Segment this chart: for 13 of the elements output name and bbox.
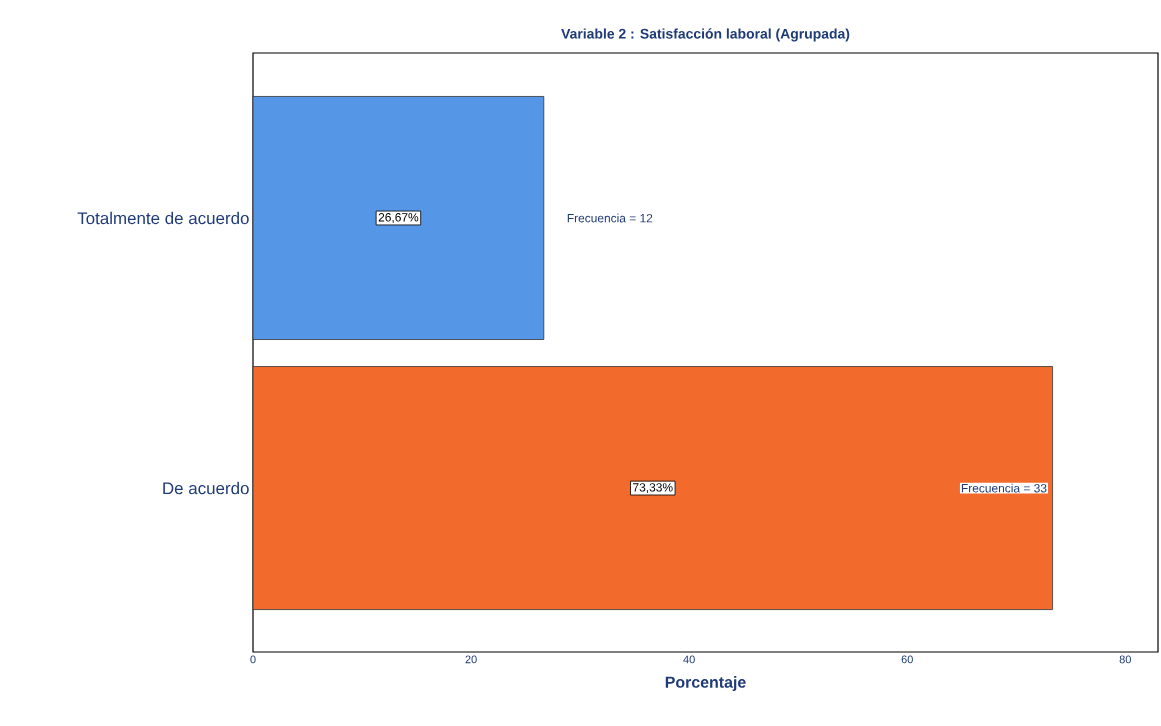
- data-label: 73,33%: [633, 483, 673, 493]
- x-tick-label: 40: [683, 655, 695, 664]
- x-tick-label: 0: [250, 655, 256, 664]
- y-tick-label: De acuerdo: [163, 481, 249, 495]
- annotation: Frecuencia = 33: [961, 483, 1047, 493]
- data-label: 26,67%: [378, 213, 419, 223]
- y-tick-label: Totalmente de acuerdo: [77, 211, 249, 225]
- x-tick-label: 80: [1119, 655, 1131, 664]
- annotation: Frecuencia = 12: [567, 213, 653, 223]
- x-tick-label: 20: [465, 655, 477, 664]
- x-tick-label: 60: [901, 655, 913, 664]
- chart-title: Variable 2 : Satisfacción laboral (Agrupada): [561, 28, 850, 42]
- x-axis-title: Porcentaje: [665, 676, 746, 691]
